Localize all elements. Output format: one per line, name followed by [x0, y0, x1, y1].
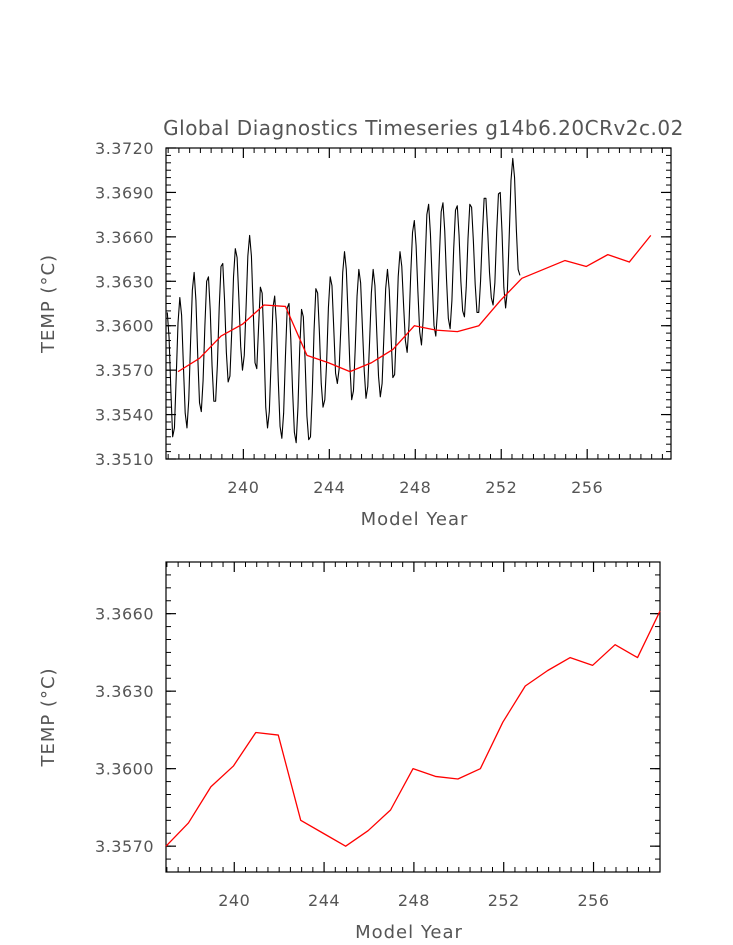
- x-tick-label: 244: [308, 891, 340, 910]
- x-axis-label: Model Year: [361, 509, 469, 530]
- x-tick-label: 244: [313, 478, 345, 497]
- x-tick-label: 256: [571, 478, 603, 497]
- chart-panel-1: 240 244 248 252 256 3.3510 3.3540 3.3570 3.3600 3…: [38, 116, 684, 530]
- y-tick-label: 3.3630: [95, 272, 154, 291]
- x-tick-label: 240: [218, 891, 250, 910]
- series-line-monthly: [166, 157, 521, 444]
- y-tick-label: 3.3600: [95, 317, 154, 336]
- y-tick-label: 3.3720: [95, 139, 154, 158]
- x-tick-label: 248: [398, 891, 430, 910]
- y-tick-label: 3.3540: [95, 406, 154, 425]
- y-tick-label: 3.3630: [95, 682, 154, 701]
- x-tick-label: 256: [578, 891, 610, 910]
- x-tick-label: 248: [399, 478, 431, 497]
- y-axis-label: TEMP (°C): [38, 667, 59, 767]
- x-minor-ticks: [166, 562, 651, 872]
- x-minor-ticks: [167, 148, 663, 459]
- y-tick-label: 3.3600: [95, 760, 154, 779]
- y-axis-label: TEMP (°C): [38, 254, 59, 354]
- plot-frame: [165, 561, 661, 873]
- y-tick-label: 3.3690: [95, 183, 154, 202]
- x-tick-label: 240: [227, 478, 259, 497]
- y-tick-label: 3.3660: [95, 228, 154, 247]
- y-minor-ticks: [166, 561, 660, 873]
- y-tick-label: 3.3570: [95, 837, 154, 856]
- y-tick-label: 3.3570: [95, 361, 154, 380]
- x-tick-label: 252: [488, 891, 520, 910]
- series-line-annual-mean: [177, 234, 652, 373]
- y-tick-label: 3.3660: [95, 605, 154, 624]
- chart-panel-2: 240 244 248 252 256 3.3570 3.3600 3.3630 3.3660 M…: [38, 561, 661, 943]
- x-axis-label: Model Year: [355, 922, 463, 943]
- series-line-annual-mean: [165, 610, 661, 847]
- chart-title: Global Diagnostics Timeseries g14b6.20CR…: [163, 116, 684, 140]
- y-tick-label: 3.3510: [95, 450, 154, 469]
- x-tick-label: 252: [485, 478, 517, 497]
